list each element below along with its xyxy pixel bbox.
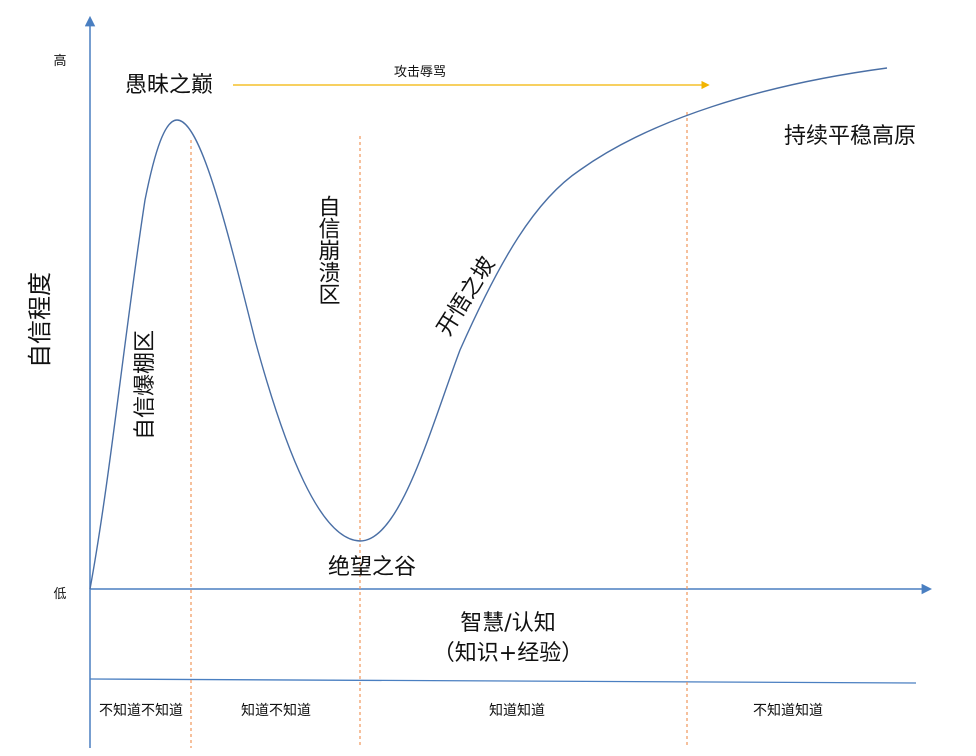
zone2-label: 自信崩溃区	[315, 195, 341, 305]
y-high-label: 高	[53, 53, 66, 69]
stage-label-3: 知道知道	[489, 702, 545, 719]
stage-label-1: 不知道不知道	[99, 702, 183, 719]
zone1-label: 自信爆棚区	[133, 330, 158, 440]
stage-baseline	[89, 678, 917, 684]
x-axis-title-line2: （知识+经验）	[433, 641, 583, 666]
arrow-label: 攻击辱骂	[394, 65, 446, 80]
y-axis-title: 自信程度	[26, 272, 54, 368]
plateau-label: 持续平稳高原	[784, 124, 916, 149]
confidence-curve	[89, 67, 888, 590]
stage-label-4: 不知道知道	[753, 702, 823, 719]
valley-label: 绝望之谷	[328, 555, 416, 580]
slope-label: 开悟之坡	[433, 253, 501, 341]
stage-label-2: 知道不知道	[241, 702, 311, 719]
x-axis-title-line1: 智慧/认知	[460, 611, 555, 636]
y-low-label: 低	[53, 587, 66, 602]
peak-label: 愚昧之巅	[125, 73, 213, 98]
